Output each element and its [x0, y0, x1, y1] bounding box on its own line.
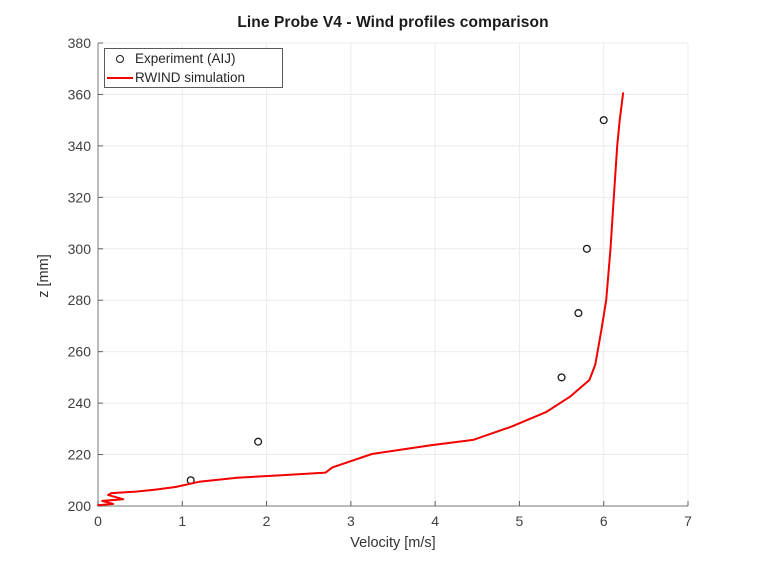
y-tick-label: 280: [68, 292, 92, 308]
x-tick-label: 0: [94, 513, 102, 529]
y-tick-label: 300: [68, 241, 92, 257]
data-point-experiment: [582, 244, 591, 253]
legend-item-rwind: RWIND simulation: [105, 68, 282, 87]
series-line-rwind: [97, 92, 625, 507]
data-point-experiment: [557, 373, 566, 382]
x-tick-label: 2: [263, 513, 271, 529]
data-point-experiment: [254, 437, 263, 446]
line-sample-icon: [107, 76, 133, 79]
y-tick-label: 220: [68, 447, 92, 463]
y-tick-label: 200: [68, 498, 92, 514]
y-tick-label: 240: [68, 395, 92, 411]
circle-marker-icon: [116, 54, 124, 63]
legend-swatch: [105, 76, 135, 79]
legend-label-experiment: Experiment (AIJ): [135, 51, 236, 66]
x-tick-label: 3: [347, 513, 355, 529]
x-tick-label: 5: [516, 513, 524, 529]
x-tick-label: 4: [431, 513, 439, 529]
data-point-experiment: [599, 116, 608, 125]
legend-swatch: [105, 54, 135, 63]
legend-item-experiment: Experiment (AIJ): [105, 49, 282, 68]
y-tick-label: 360: [68, 86, 92, 102]
y-tick-label: 380: [68, 35, 92, 51]
y-tick-label: 260: [68, 344, 92, 360]
y-tick-label: 320: [68, 189, 92, 205]
legend: Experiment (AIJ) RWIND simulation: [104, 48, 283, 88]
data-point-experiment: [574, 309, 583, 318]
legend-label-rwind: RWIND simulation: [135, 70, 246, 85]
x-tick-label: 1: [178, 513, 186, 529]
x-tick-label: 7: [684, 513, 692, 529]
y-axis-label: z [mm]: [36, 254, 52, 298]
y-tick-label: 340: [68, 138, 92, 154]
x-axis-label: Velocity [m/s]: [350, 535, 436, 551]
x-tick-label: 6: [600, 513, 608, 529]
chart-title: Line Probe V4 - Wind profiles comparison: [237, 14, 549, 31]
